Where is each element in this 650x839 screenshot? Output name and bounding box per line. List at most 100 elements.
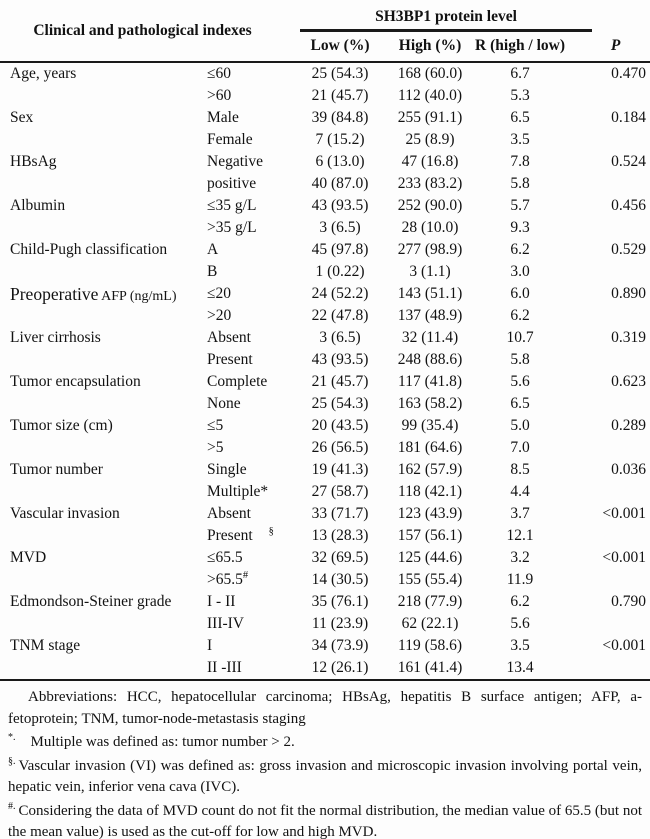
- row-subcategory: Absent: [207, 505, 251, 522]
- row-index-label: [0, 85, 197, 107]
- row-index-label: Age, years: [10, 65, 77, 82]
- row-subcategory: Negative: [207, 153, 263, 170]
- cell-low: 33 (71.7): [311, 505, 369, 522]
- cell-low: 11 (23.9): [311, 615, 369, 632]
- row-subcategory: >60: [207, 87, 232, 104]
- span-title-underline: [300, 29, 592, 32]
- cell-p-value: 0.470: [611, 65, 647, 82]
- cell-high: 62 (22.1): [401, 615, 459, 632]
- cell-ratio: 6.2: [510, 593, 530, 610]
- table-row: Present § 13 (28.3) 157 (56.1) 12.1: [0, 525, 650, 547]
- cell-ratio: 5.8: [510, 351, 530, 368]
- cell-p-value: 0.456: [611, 197, 647, 214]
- row-index-label: TNM stage: [10, 637, 81, 654]
- footnote-marker: §.: [8, 755, 16, 767]
- header-row-columns: Low (%) High (%) R (high / low) P: [0, 30, 650, 63]
- cell-p-value: [565, 261, 650, 283]
- row-subcategory: ≤60: [207, 65, 232, 82]
- cell-p-value: 0.623: [611, 373, 647, 390]
- row-index-label: Vascular invasion: [10, 505, 120, 522]
- table-row: Albumin ≤35 g/L 43 (93.5) 252 (90.0) 5.7 0.45…: [0, 195, 650, 217]
- cell-high: 117 (41.8): [398, 373, 463, 390]
- cell-ratio: 9.3: [510, 219, 530, 236]
- row-subcategory: I: [207, 637, 213, 654]
- cell-low: 35 (76.1): [311, 593, 369, 610]
- cell-low: 26 (56.5): [311, 439, 369, 456]
- row-index-label: [0, 261, 197, 283]
- row-subcategory: ≤35 g/L: [207, 197, 257, 214]
- row-index-label: Albumin: [10, 197, 66, 214]
- cell-low: 21 (45.7): [311, 373, 369, 390]
- cell-ratio: 5.7: [510, 197, 530, 214]
- cell-p-value: [565, 437, 650, 459]
- cell-high: 233 (83.2): [397, 175, 463, 192]
- row-index-label: Preoperative AFP (ng/mL): [0, 283, 197, 305]
- cell-ratio: 3.2: [510, 549, 530, 566]
- cell-ratio: 6.5: [510, 395, 530, 412]
- table-row: >60 21 (45.7) 112 (40.0) 5.3: [0, 85, 650, 107]
- row-subcategory: Present: [207, 351, 253, 368]
- table-row: MVD ≤65.5 32 (69.5) 125 (44.6) 3.2 <0.001: [0, 547, 650, 569]
- row-index-label: [0, 481, 197, 503]
- cell-high: 218 (77.9): [397, 593, 463, 610]
- table-row: Tumor number Single 19 (41.3) 162 (57.9) 8.5…: [0, 459, 650, 481]
- cell-ratio: 13.4: [506, 659, 534, 676]
- row-subcategory: Single: [207, 461, 247, 478]
- footnotes: Abbreviations: HCC, hepatocellular carci…: [8, 687, 642, 839]
- cell-p-value: [565, 393, 650, 415]
- cell-high: 161 (41.4): [397, 659, 463, 676]
- table-row: Age, years ≤60 25 (54.3) 168 (60.0) 6.7 0.470: [0, 62, 650, 85]
- cell-p-value: 0.529: [611, 241, 647, 258]
- row-index-label: [0, 305, 197, 327]
- subcategory-superscript-marker: #: [242, 569, 249, 581]
- cell-high: 168 (60.0): [397, 65, 463, 82]
- row-index-label: Tumor number: [10, 461, 103, 478]
- cell-ratio: 5.0: [510, 417, 530, 434]
- row-index-label-large: Preoperative: [10, 283, 99, 304]
- table-row: II -III 12 (26.1) 161 (41.4) 13.4: [0, 657, 650, 680]
- cell-low: 43 (93.5): [311, 351, 369, 368]
- cell-ratio: 8.5: [510, 461, 530, 478]
- cell-p-value: [565, 525, 650, 547]
- cell-high: 255 (91.1): [397, 109, 463, 126]
- table-row: HBsAg Negative 6 (13.0) 47 (16.8) 7.8 0.524: [0, 151, 650, 173]
- row-index-label: [0, 437, 197, 459]
- cell-p-value: [565, 305, 650, 327]
- row-index-label: [0, 569, 197, 591]
- row-subcategory: B: [207, 263, 218, 280]
- cell-low: 7 (15.2): [315, 131, 365, 148]
- row-subcategory: Multiple*: [207, 483, 269, 500]
- table-row: >35 g/L 3 (6.5) 28 (10.0) 9.3: [0, 217, 650, 239]
- subcategory-superscript-marker: §: [268, 525, 274, 537]
- row-index-label-small: AFP (ng/mL): [98, 288, 177, 304]
- row-subcategory: >35 g/L: [207, 219, 257, 236]
- row-subcategory: ≤5: [207, 417, 224, 434]
- row-index-label: Edmondson-Steiner grade: [10, 593, 172, 610]
- cell-low: 12 (26.1): [311, 659, 369, 676]
- cell-high: 252 (90.0): [397, 197, 463, 214]
- row-subcategory: I - II: [207, 593, 236, 610]
- cell-p-value: 0.890: [611, 285, 647, 302]
- footnote-text: Considering the data of MVD count do not…: [8, 802, 642, 839]
- cell-high: 28 (10.0): [401, 219, 459, 236]
- header-row-span: Clinical and pathological indexes SH3BP1…: [0, 0, 650, 63]
- row-subcategory: A: [207, 241, 219, 258]
- footnote-multiple: *. Multiple was defined as: tumor number …: [8, 732, 642, 754]
- cell-high: 157 (56.1): [397, 527, 463, 544]
- cell-high: 119 (58.6): [398, 637, 463, 654]
- column-header-p: P: [565, 30, 650, 63]
- footnote-marker: *.: [8, 732, 16, 743]
- row-index-label: [0, 613, 197, 635]
- cell-high: 143 (51.1): [397, 285, 463, 302]
- row-subcategory: >20: [207, 307, 232, 324]
- cell-high: 248 (88.6): [397, 351, 463, 368]
- row-subcategory: ≤65.5: [207, 549, 243, 566]
- column-header-low: Low (%): [295, 30, 386, 63]
- row-subcategory: positive: [207, 175, 257, 192]
- row-index-label: [0, 349, 197, 371]
- cell-ratio: 6.2: [510, 241, 530, 258]
- footnote-text: Vascular invasion (VI) was defined as: g…: [8, 757, 642, 796]
- cell-low: 40 (87.0): [311, 175, 369, 192]
- footnote-marker: #.: [8, 800, 16, 812]
